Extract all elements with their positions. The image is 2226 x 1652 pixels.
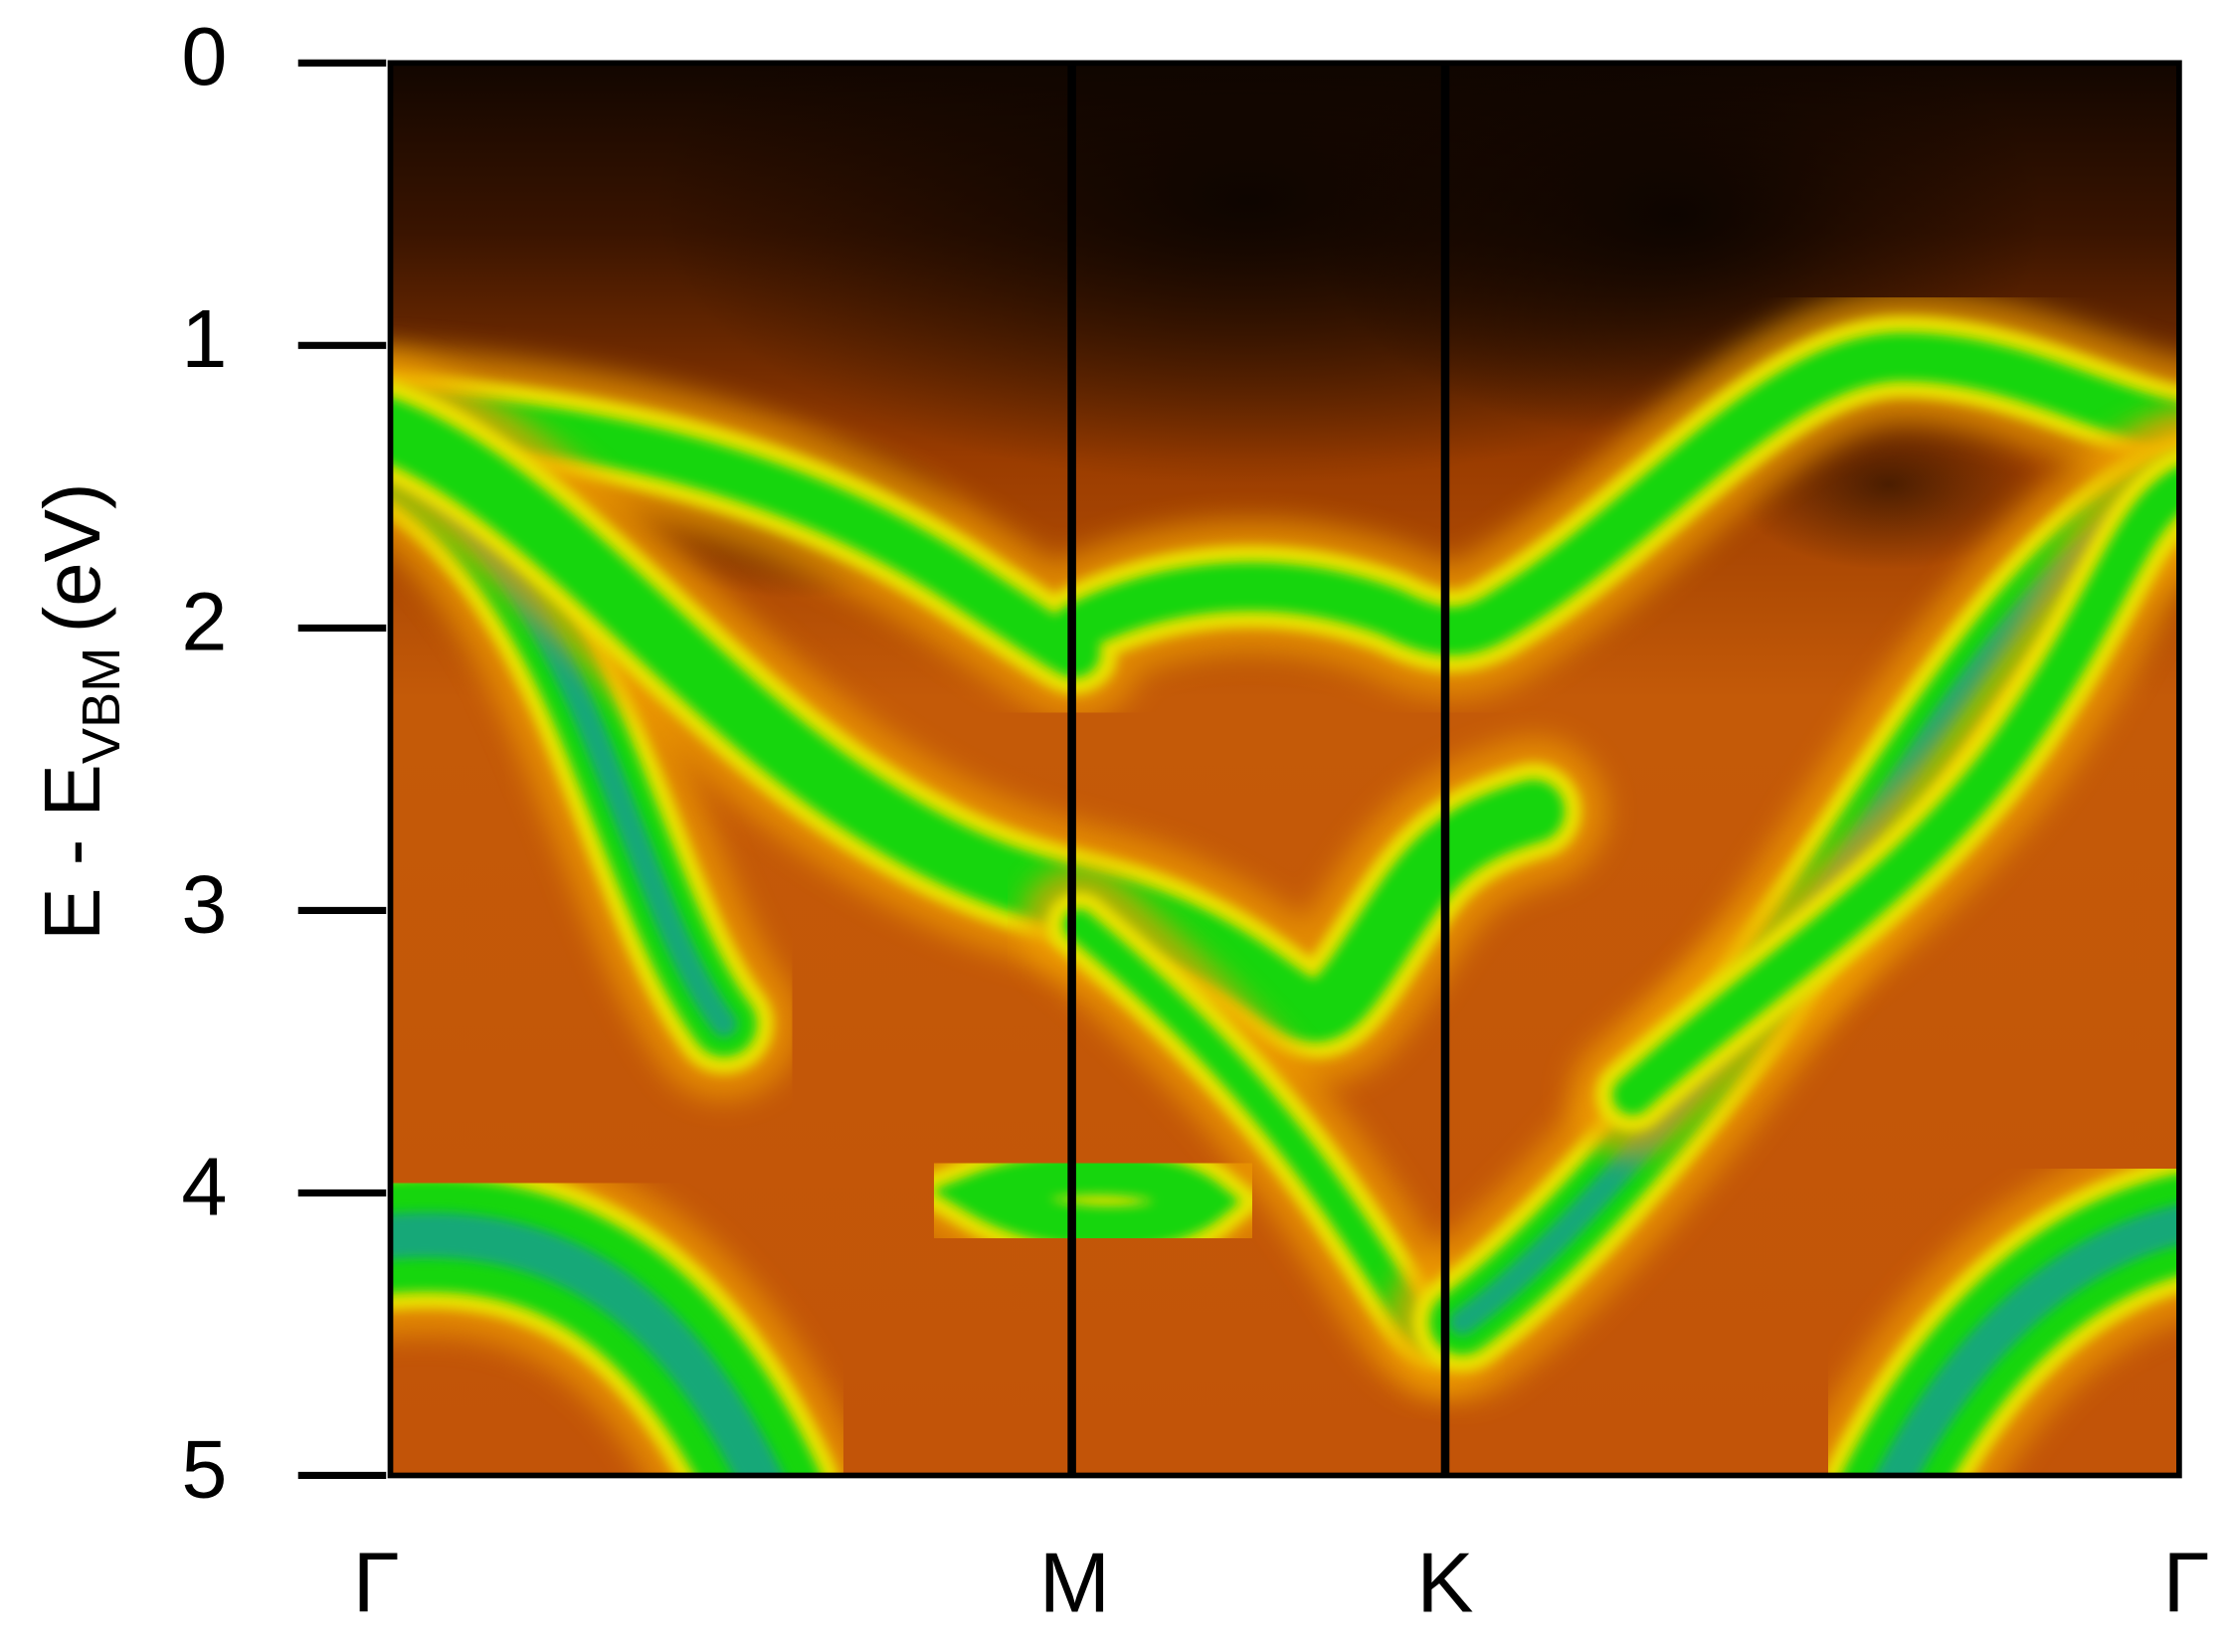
y-tick-label: 5 <box>181 1422 227 1515</box>
band-core <box>1612 465 2179 1115</box>
y-tick-label: 3 <box>181 857 227 950</box>
band-peak <box>1874 1203 2179 1476</box>
band-core <box>931 1152 1240 1249</box>
y-axis-label-sub: VBM <box>72 647 131 765</box>
x-tick-label: Γ <box>2162 1535 2209 1630</box>
plot-frame <box>387 60 2182 1479</box>
y-tick-label: 0 <box>181 10 227 102</box>
y-axis-label-main: E - E <box>28 764 116 941</box>
x-tick-label: K <box>1416 1535 1473 1630</box>
y-tick-label: 1 <box>181 292 227 385</box>
intensity-map <box>390 63 2179 1476</box>
x-tick-label: Γ <box>353 1535 400 1630</box>
x-tick-label: M <box>1039 1535 1110 1630</box>
y-tick-label: 2 <box>181 575 227 667</box>
y-tick-label: 4 <box>181 1140 227 1232</box>
y-axis-label: E - EVBM (eV) <box>28 482 131 940</box>
y-axis-label-unit: (eV) <box>28 482 116 633</box>
band-core <box>390 332 2179 678</box>
